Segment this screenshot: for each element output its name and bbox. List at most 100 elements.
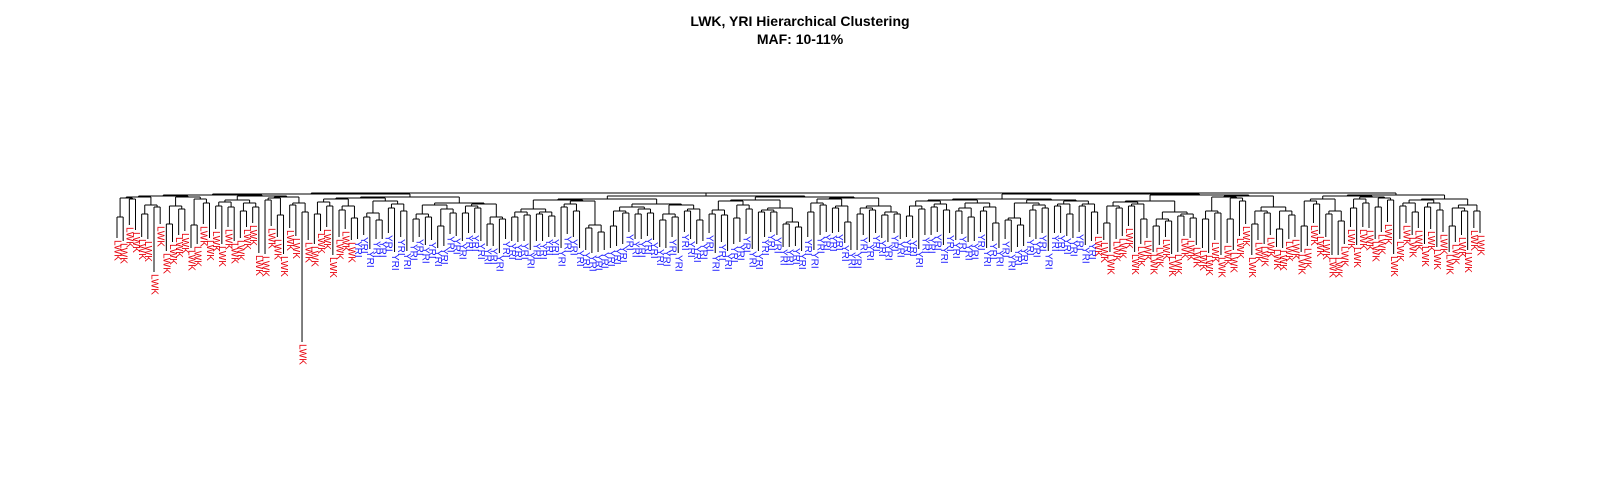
leaf-label: LWK bbox=[136, 239, 147, 260]
leaf-label: LWK bbox=[1191, 247, 1202, 268]
leaf-label: LWK bbox=[130, 232, 141, 253]
leaf-label: YRI bbox=[518, 243, 529, 260]
leaf-label: LWK bbox=[1240, 226, 1251, 247]
leaf-label: LWK bbox=[1135, 246, 1146, 267]
leaf-label: YRI bbox=[438, 248, 449, 265]
leaf-label: YRI bbox=[975, 234, 986, 251]
leaf-label: LWK bbox=[118, 243, 129, 264]
leaf-label: YRI bbox=[586, 255, 597, 272]
leaf-label: LWK bbox=[1339, 246, 1350, 267]
leaf-label: YRI bbox=[562, 236, 573, 253]
leaf-label: YRI bbox=[543, 239, 554, 256]
leaf-label: YRI bbox=[611, 248, 622, 265]
leaf-label: YRI bbox=[525, 252, 536, 269]
leaf-label: YRI bbox=[673, 255, 684, 272]
leaf-label: LWK bbox=[198, 226, 209, 247]
leaf-label: YRI bbox=[827, 235, 838, 252]
leaf-label: YRI bbox=[377, 241, 388, 258]
leaf-label: YRI bbox=[500, 241, 511, 258]
leaf-label: LWK bbox=[1382, 224, 1393, 245]
leaf-label: YRI bbox=[833, 234, 844, 251]
leaf-label: YRI bbox=[389, 254, 400, 271]
leaf-label: YRI bbox=[747, 251, 758, 268]
leaf-label: YRI bbox=[981, 250, 992, 267]
leaf-label: LWK bbox=[192, 246, 203, 267]
leaf-label: YRI bbox=[648, 242, 659, 259]
leaf-label: YRI bbox=[512, 244, 523, 261]
leaf-label: YRI bbox=[1024, 239, 1035, 256]
leaf-label: YRI bbox=[574, 250, 585, 267]
leaf-label: YRI bbox=[808, 252, 819, 269]
leaf-label: LWK bbox=[161, 253, 172, 274]
leaf-label: YRI bbox=[716, 244, 727, 261]
leaf-label: LWK bbox=[296, 344, 307, 365]
leaf-label: YRI bbox=[1061, 238, 1072, 255]
leaf-label: LWK bbox=[1407, 237, 1418, 258]
leaf-label: LWK bbox=[1160, 239, 1171, 260]
leaf-label: LWK bbox=[247, 225, 258, 246]
leaf-label: YRI bbox=[691, 246, 702, 263]
leaf-label: YRI bbox=[629, 241, 640, 258]
leaf-label: YRI bbox=[845, 252, 856, 269]
leaf-label: LWK bbox=[1129, 254, 1140, 275]
leaf-label: YRI bbox=[839, 245, 850, 262]
leaf-label: LWK bbox=[315, 233, 326, 254]
leaf-label: YRI bbox=[950, 242, 961, 259]
leaf-label: LWK bbox=[1363, 230, 1374, 251]
leaf-label: LWK bbox=[1141, 240, 1152, 261]
leaf-label: LWK bbox=[148, 274, 159, 295]
leaf-label: LWK bbox=[1370, 241, 1381, 262]
leaf-label: LWK bbox=[1388, 256, 1399, 277]
leaf-label: LWK bbox=[1172, 254, 1183, 275]
leaf-label: YRI bbox=[383, 235, 394, 252]
leaf-label: YRI bbox=[679, 234, 690, 251]
leaf-label: LWK bbox=[259, 256, 270, 277]
leaf-label: YRI bbox=[784, 249, 795, 266]
leaf-label: YRI bbox=[685, 241, 696, 258]
leaf-label: YRI bbox=[370, 241, 381, 258]
leaf-label: YRI bbox=[358, 237, 369, 254]
leaf-label: YRI bbox=[938, 247, 949, 264]
leaf-label: YRI bbox=[710, 255, 721, 272]
leaf-label: YRI bbox=[401, 253, 412, 270]
leaf-label: LWK bbox=[1277, 250, 1288, 271]
leaf-label: LWK bbox=[1468, 230, 1479, 251]
leaf-label: YRI bbox=[777, 249, 788, 266]
leaf-label: YRI bbox=[555, 250, 566, 267]
leaf-label: YRI bbox=[870, 235, 881, 252]
leaf-label: YRI bbox=[488, 248, 499, 265]
leaf-label: LWK bbox=[1345, 229, 1356, 250]
leaf-label: LWK bbox=[167, 244, 178, 265]
leaf-label: LWK bbox=[1357, 229, 1368, 250]
leaf-label: YRI bbox=[494, 255, 505, 272]
leaf-label: YRI bbox=[432, 250, 443, 267]
leaf-label: YRI bbox=[1006, 254, 1017, 271]
leaf-label: YRI bbox=[765, 234, 776, 251]
leaf-label: LWK bbox=[321, 229, 332, 250]
leaf-label: LWK bbox=[1314, 236, 1325, 257]
leaf-label: LWK bbox=[1104, 254, 1115, 275]
leaf-label: LWK bbox=[124, 227, 135, 248]
leaf-label: LWK bbox=[1320, 239, 1331, 260]
leaf-label: YRI bbox=[919, 237, 930, 254]
leaf-label: YRI bbox=[420, 247, 431, 264]
leaf-label: LWK bbox=[1117, 238, 1128, 259]
leaf-label: LWK bbox=[1450, 244, 1461, 265]
leaf-label: LWK bbox=[1184, 240, 1195, 261]
leaf-label: LWK bbox=[111, 240, 122, 261]
leaf-label: LWK bbox=[1326, 257, 1337, 278]
leaf-label: LWK bbox=[1474, 235, 1485, 256]
leaf-label: YRI bbox=[722, 253, 733, 270]
leaf-label: YRI bbox=[617, 246, 628, 263]
leaf-label: LWK bbox=[1154, 247, 1165, 268]
leaf-label: YRI bbox=[993, 250, 1004, 267]
leaf-label: LWK bbox=[1400, 225, 1411, 246]
leaf-label: LWK bbox=[1456, 237, 1467, 258]
leaf-label: YRI bbox=[506, 243, 517, 260]
leaf-label: LWK bbox=[1265, 237, 1276, 258]
leaf-label: LWK bbox=[142, 241, 153, 262]
leaf-label: YRI bbox=[481, 248, 492, 265]
leaf-label: YRI bbox=[962, 244, 973, 261]
subtitle-line: MAF: 10-11% bbox=[756, 31, 844, 47]
